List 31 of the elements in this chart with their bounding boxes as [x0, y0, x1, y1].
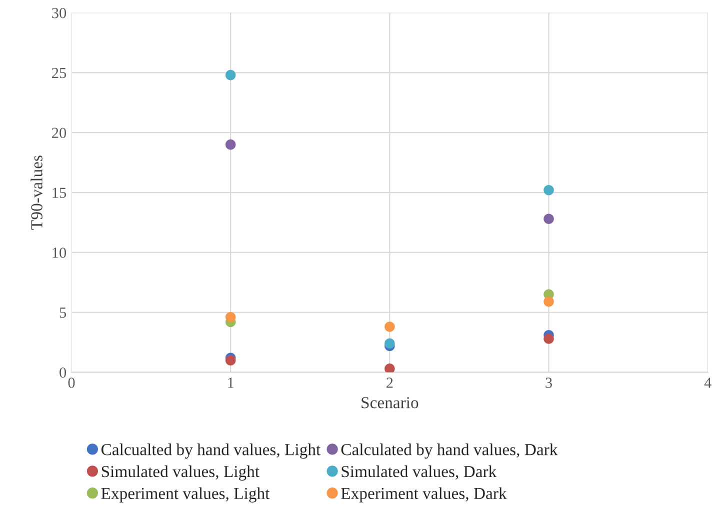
x-tick-label: 2 — [386, 378, 393, 388]
point — [384, 322, 395, 332]
point — [544, 334, 554, 344]
y-tick-label: 5 — [60, 308, 66, 318]
point — [225, 312, 236, 322]
x-tick-label: 3 — [546, 378, 552, 388]
x-tick-label: 4 — [704, 378, 712, 388]
y-tick-label: 20 — [52, 128, 66, 138]
y-axis-title: T90-values — [30, 156, 42, 230]
legend-label: Simulated values, Light — [102, 465, 260, 481]
legend-label: Simulated values, Dark — [342, 465, 497, 480]
y-tick-label: 0 — [60, 367, 66, 378]
point — [544, 296, 554, 307]
x-tick-label: 1 — [228, 378, 234, 388]
point — [544, 184, 554, 196]
point — [384, 338, 395, 349]
y-tick-label: 25 — [52, 68, 66, 78]
y-tick-label: 10 — [52, 248, 66, 258]
y-tick-label: 15 — [52, 188, 66, 198]
legend-label: Calcualted by hand values, Light — [101, 444, 321, 459]
x-axis-title: Scenario — [362, 397, 418, 408]
legend-label: Experiment values, Light — [101, 487, 270, 503]
y-tick-label: 30 — [52, 8, 66, 18]
legend-label: Calculated by hand values, Dark — [341, 444, 558, 459]
point — [225, 355, 236, 366]
legend-label: Experiment values, Dark — [341, 487, 507, 502]
point — [544, 214, 554, 224]
point — [225, 70, 236, 80]
point — [384, 364, 395, 372]
point — [225, 139, 236, 150]
x-tick-label: 0 — [68, 378, 75, 388]
